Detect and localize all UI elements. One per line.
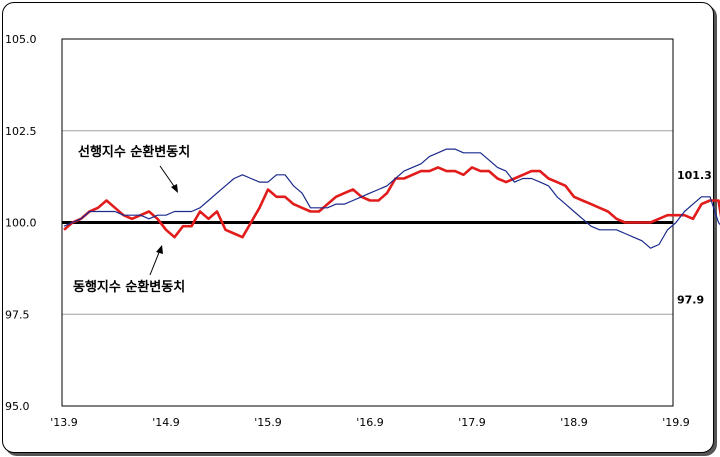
coincident-end-label: 97.9 <box>677 294 704 307</box>
grid-lines <box>62 130 673 315</box>
x-axis-tick-labels: '13.9'14.9'15.9'16.9'17.9'18.9'19.9'20.9 <box>50 416 690 429</box>
x-tick-label: '16.9 <box>356 416 384 429</box>
x-tick-label: '18.9 <box>560 416 588 429</box>
end-value-labels: 101.3 97.9 <box>677 169 712 307</box>
coincident-index-line <box>63 166 720 239</box>
x-tick-label: '13.9 <box>50 416 78 429</box>
leading-index-arrowhead <box>171 184 178 193</box>
y-tick-label: 102.5 <box>5 125 37 138</box>
y-tick-label: 105.0 <box>5 33 37 46</box>
leading-end-label: 101.3 <box>677 169 712 182</box>
coincident-index-arrowhead <box>156 245 163 254</box>
y-tick-label: 95.0 <box>5 400 30 413</box>
y-tick-label: 100.0 <box>5 217 37 230</box>
leading-index-line <box>63 148 720 249</box>
x-tick-label: '14.9 <box>152 416 180 429</box>
y-axis-tick-labels: 105.0 102.5 100.0 97.5 95.0 <box>5 33 37 413</box>
x-tick-label: '17.9 <box>458 416 486 429</box>
coincident-index-label: 동행지수 순환변동치 <box>73 279 185 295</box>
y-tick-label: 97.5 <box>5 308 30 321</box>
series-lines <box>63 148 720 249</box>
leading-index-arrow <box>159 165 177 190</box>
x-tick-label: '19.9 <box>662 416 690 429</box>
x-tick-label: '15.9 <box>254 416 282 429</box>
coincident-index-arrow <box>149 249 161 276</box>
leading-index-label: 선행지수 순환변동치 <box>78 144 190 160</box>
